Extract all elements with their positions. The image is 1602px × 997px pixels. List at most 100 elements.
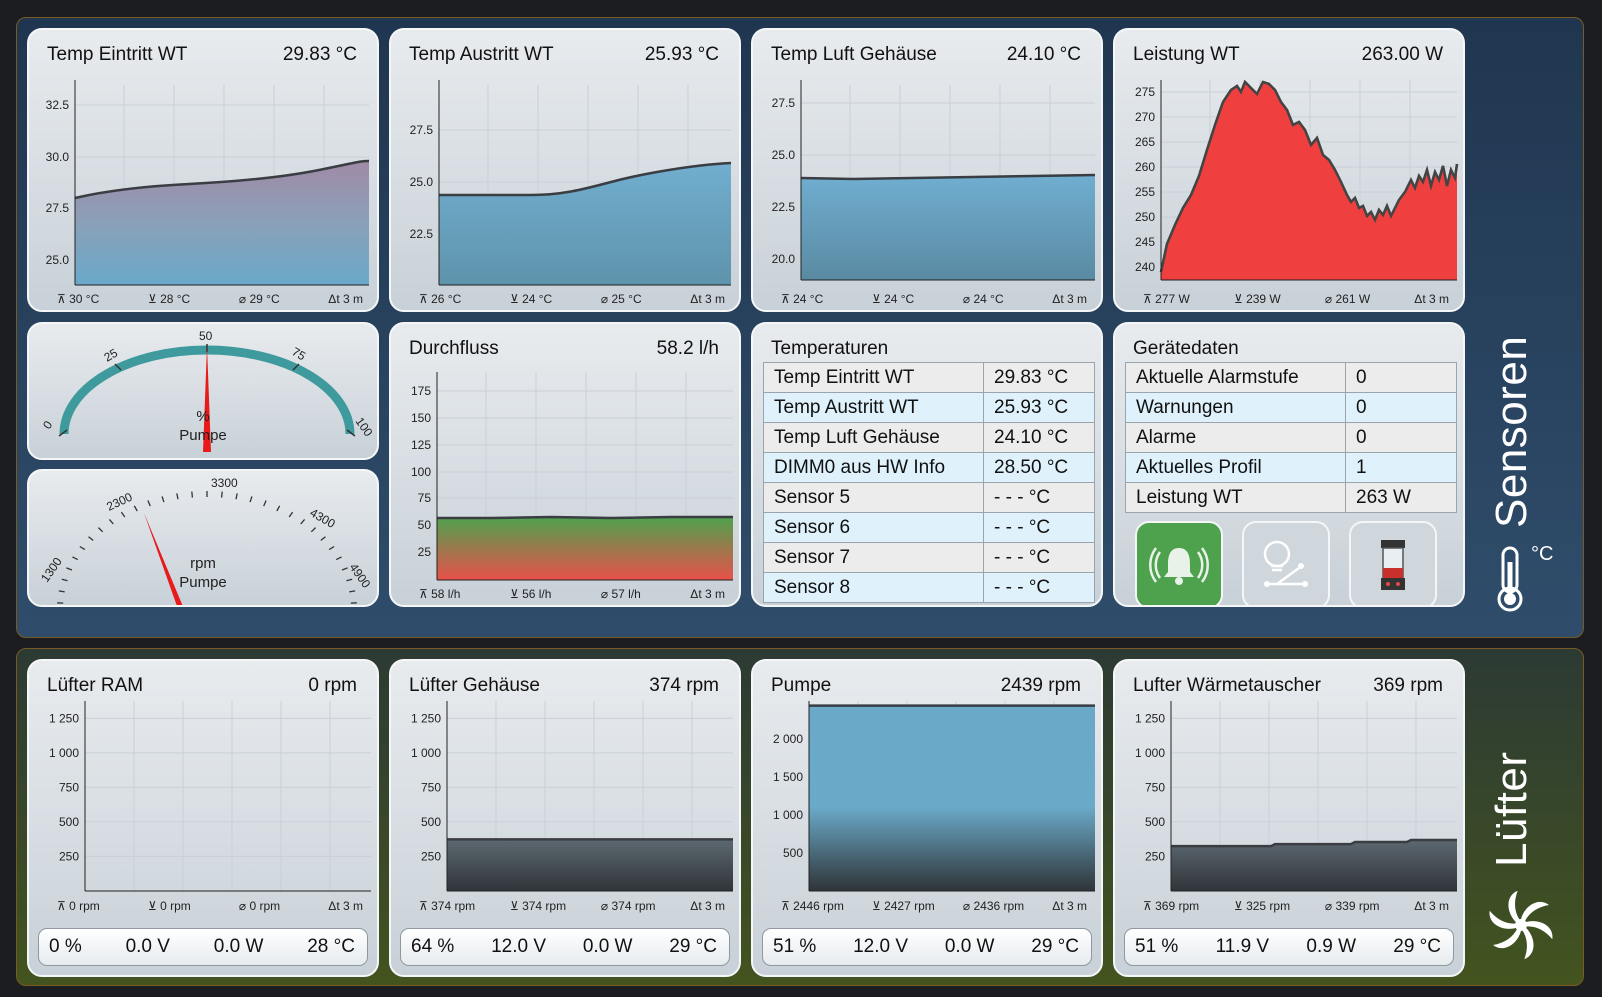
gauge-minor-tick bbox=[120, 511, 126, 518]
y-tick: 175 bbox=[411, 384, 431, 398]
fan-temp: 28 °C bbox=[307, 936, 355, 957]
temp-air-case-panel[interactable]: Temp Luft Gehäuse 24.10 °C 27.5 25.0 22.5… bbox=[751, 28, 1103, 312]
sensors-section: Temp Eintritt WT 29.83 °C 32.5 30.0 27.5 … bbox=[16, 17, 1584, 638]
gauge-minor-tick bbox=[66, 567, 73, 571]
y-tick: 2 000 bbox=[773, 732, 803, 746]
stat-min: ⊻ 2427 rpm bbox=[871, 899, 935, 913]
stat-span: Δt 3 m bbox=[690, 587, 725, 601]
fan-case-panel[interactable]: Lüfter Gehäuse 374 rpm 1 250 1 000 750 500 25… bbox=[389, 659, 741, 977]
table-row: Aktuelle Alarmstufe 0 bbox=[1125, 362, 1457, 393]
stat-max: ⊼ 30 °C bbox=[57, 292, 100, 306]
y-tick: 25.0 bbox=[46, 253, 70, 267]
fan-icon bbox=[1485, 889, 1557, 966]
gauge-tick: 75 bbox=[290, 344, 309, 363]
temperatures-table: Temp Eintritt WT 29.83 °C Temp Austritt W… bbox=[763, 362, 1095, 603]
stat-avg: ⌀ 2436 rpm bbox=[962, 899, 1025, 913]
gauge-minor-tick bbox=[191, 491, 194, 498]
temp-air-chart: 27.5 25.0 22.5 20.0 bbox=[772, 80, 1096, 281]
stat-avg: ⌀ 374 rpm bbox=[600, 899, 656, 913]
panel-title: Lüfter Gehäuse bbox=[409, 675, 540, 696]
thermometer-icon bbox=[1491, 544, 1531, 619]
gauge-unit: rpm bbox=[190, 555, 216, 572]
fan-temp: 29 °C bbox=[669, 936, 717, 957]
y-tick: 1 250 bbox=[49, 711, 79, 725]
gauge-minor-tick bbox=[300, 518, 306, 525]
y-tick: 150 bbox=[411, 411, 431, 425]
gauge-unit: % bbox=[196, 408, 210, 425]
table-row: DIMM0 aus HW Info 28.50 °C bbox=[763, 452, 1095, 483]
fan-temp: 29 °C bbox=[1031, 936, 1079, 957]
pump-percent-gauge: 0 25 50 75 100 bbox=[40, 329, 376, 452]
stat-min: ⊻ 56 l/h bbox=[509, 587, 552, 601]
y-tick: 100 bbox=[411, 465, 431, 479]
stat-max: ⊼ 2446 rpm bbox=[781, 899, 844, 913]
y-tick: 32.5 bbox=[46, 98, 70, 112]
stat-min: ⊻ 239 W bbox=[1233, 292, 1281, 306]
panel-title: Temp Austritt WT bbox=[409, 44, 554, 65]
stat-span: Δt 3 m bbox=[1052, 899, 1087, 913]
rpm-chart: 2 000 1 500 1 000 500 bbox=[773, 701, 1095, 892]
fan-voltage: 0.0 V bbox=[125, 936, 170, 957]
fan-percent: 0 % bbox=[49, 936, 82, 957]
power-wt-panel[interactable]: Leistung WT 263.00 W 275 270 265 260 255 … bbox=[1113, 28, 1465, 312]
unit-symbol: °C bbox=[1531, 543, 1554, 565]
reservoir-button[interactable] bbox=[1349, 521, 1437, 605]
gauge-tick: 25 bbox=[102, 346, 121, 365]
stat-span: Δt 3 m bbox=[1414, 292, 1449, 306]
panel-value: 2439 rpm bbox=[1000, 675, 1081, 696]
chart-stats: ⊼ 26 °C ⊻ 24 °C ⌀ 25 °C Δt 3 m bbox=[419, 292, 725, 306]
stat-min: ⊻ 325 rpm bbox=[1233, 899, 1291, 913]
y-tick: 250 bbox=[1145, 849, 1165, 863]
pump-percent-gauge-panel[interactable]: 0 25 50 75 100 % Pumpe bbox=[27, 322, 379, 460]
fan-power: 0.0 W bbox=[944, 936, 995, 957]
y-tick: 250 bbox=[1135, 210, 1155, 224]
panel-title: Lufter Wärmetauscher bbox=[1133, 675, 1321, 696]
stat-span: Δt 3 m bbox=[328, 292, 363, 306]
alarm-button[interactable] bbox=[1135, 521, 1223, 605]
light-toggle-button[interactable] bbox=[1242, 521, 1330, 605]
gauge-minor-tick bbox=[58, 590, 65, 593]
stat-max: ⊼ 26 °C bbox=[419, 292, 462, 306]
rpm-chart: 1 250 1 000 750 500 250 bbox=[411, 701, 733, 892]
y-tick: 20.0 bbox=[772, 252, 796, 266]
fan-ram-panel[interactable]: Lüfter RAM 0 rpm 1 250 1 000 750 500 250 ⊼ 0 … bbox=[27, 659, 379, 977]
pump-panel[interactable]: Pumpe 2439 rpm 2 000 1 500 1 000 500 ⊼ 2446 … bbox=[751, 659, 1103, 977]
reservoir-icon bbox=[1381, 540, 1405, 590]
gauge-minor-tick bbox=[249, 496, 253, 503]
panel-value: 24.10 °C bbox=[1006, 44, 1081, 65]
y-tick: 265 bbox=[1135, 135, 1155, 149]
fan-power: 0.9 W bbox=[1306, 936, 1356, 957]
temp-inlet-panel[interactable]: Temp Eintritt WT 29.83 °C 32.5 30.0 27.5 … bbox=[27, 28, 379, 312]
rpm-chart: 1 250 1 000 750 500 250 bbox=[1135, 701, 1457, 892]
gauge-minor-tick bbox=[220, 491, 223, 498]
fans-section-title: Lüfter bbox=[1487, 751, 1536, 867]
y-tick: 750 bbox=[1145, 780, 1165, 794]
panel-value: 263.00 W bbox=[1361, 44, 1443, 65]
table-row: Temp Luft Gehäuse 24.10 °C bbox=[763, 422, 1095, 453]
y-tick: 1 000 bbox=[49, 746, 79, 760]
stat-min: ⊻ 24 °C bbox=[871, 292, 915, 306]
gauge-tick: 3300 bbox=[211, 476, 238, 490]
chart-stats: ⊼ 0 rpm ⊻ 0 rpm ⌀ 0 rpm Δt 3 m bbox=[57, 899, 363, 913]
y-tick: 30.0 bbox=[46, 150, 70, 164]
chart-stats: ⊼ 30 °C ⊻ 28 °C ⌀ 29 °C Δt 3 m bbox=[57, 292, 363, 306]
fan-heat-exchanger-panel[interactable]: Lufter Wärmetauscher 369 rpm 1 250 1 000 75… bbox=[1113, 659, 1465, 977]
table-row: Leistung WT 263 W bbox=[1125, 482, 1457, 513]
panel-value: 0 rpm bbox=[308, 675, 357, 696]
y-tick: 270 bbox=[1135, 110, 1155, 124]
pump-rpm-gauge-panel[interactable]: 1300 2300 3300 4300 4900 rpm Pumpe bbox=[27, 469, 379, 607]
table-row: Warnungen 0 bbox=[1125, 392, 1457, 423]
fan-status-bar: 0 % 0.0 V 0.0 W 28 °C bbox=[38, 928, 368, 966]
gauge-minor-tick bbox=[288, 511, 294, 518]
y-tick: 250 bbox=[421, 849, 441, 863]
flow-panel[interactable]: Durchfluss 58.2 l/h 175 150 125 100 75 50… bbox=[389, 322, 741, 607]
y-tick: 25.0 bbox=[410, 175, 434, 189]
panel-title: Leistung WT bbox=[1133, 44, 1240, 65]
device-data-table: Aktuelle Alarmstufe 0 Warnungen 0 Alarme 0 … bbox=[1125, 362, 1457, 513]
temp-outlet-panel[interactable]: Temp Austritt WT 25.93 °C 27.5 25.0 22.5 … bbox=[389, 28, 741, 312]
alarm-bell-icon bbox=[1149, 547, 1209, 585]
stat-span: Δt 3 m bbox=[690, 292, 725, 306]
fan-status-bar: 51 % 12.0 V 0.0 W 29 °C bbox=[762, 928, 1092, 966]
fan-voltage: 12.0 V bbox=[491, 936, 547, 957]
y-tick: 500 bbox=[421, 815, 441, 829]
